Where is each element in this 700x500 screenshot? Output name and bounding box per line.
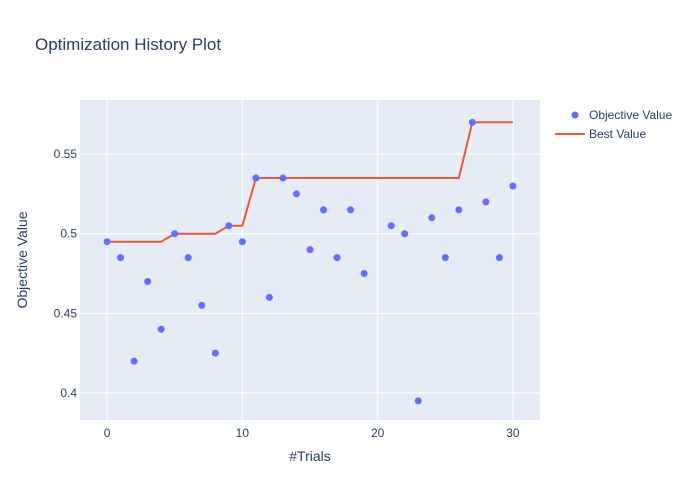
objective-value-point[interactable]	[171, 230, 179, 238]
objective-value-point[interactable]	[117, 254, 125, 262]
objective-value-point[interactable]	[211, 349, 219, 357]
y-tick-label: 0.5	[60, 227, 77, 241]
y-tick-labels: 0.4 0.45 0.5 0.55	[54, 147, 78, 400]
objective-value-point[interactable]	[495, 254, 503, 262]
y-tick-label: 0.55	[54, 147, 78, 161]
x-tick-label: 20	[371, 426, 385, 440]
objective-value-point[interactable]	[482, 198, 490, 206]
x-tick-label: 10	[236, 426, 250, 440]
objective-value-point[interactable]	[468, 118, 476, 126]
objective-value-point[interactable]	[225, 222, 233, 230]
x-tick-label: 30	[506, 426, 520, 440]
objective-value-point[interactable]	[441, 254, 449, 262]
objective-value-point[interactable]	[292, 190, 300, 198]
objective-value-point[interactable]	[198, 301, 206, 309]
legend-label-objective-value: Objective Value	[589, 108, 672, 122]
objective-value-point[interactable]	[279, 174, 287, 182]
y-tick-label: 0.45	[54, 306, 78, 320]
objective-value-point[interactable]	[387, 222, 395, 230]
objective-value-point[interactable]	[414, 397, 422, 405]
objective-value-point[interactable]	[157, 325, 165, 333]
objective-value-series	[103, 118, 517, 405]
objective-value-point[interactable]	[252, 174, 260, 182]
objective-value-point[interactable]	[333, 254, 341, 262]
grid-lines	[80, 100, 540, 420]
objective-value-point[interactable]	[238, 238, 246, 246]
legend-item-objective-value[interactable]: Objective Value	[571, 108, 673, 122]
objective-value-point[interactable]	[184, 254, 192, 262]
objective-value-point[interactable]	[320, 206, 328, 214]
x-axis-title: #Trials	[289, 448, 331, 464]
chart-title: Optimization History Plot	[35, 35, 221, 54]
objective-value-point[interactable]	[509, 182, 517, 190]
y-axis-title: Objective Value	[14, 211, 30, 308]
legend-item-best-value[interactable]: Best Value	[555, 127, 646, 141]
legend-label-best-value: Best Value	[589, 127, 646, 141]
plot-area	[80, 100, 540, 420]
objective-value-point[interactable]	[144, 277, 152, 285]
objective-value-point[interactable]	[265, 293, 273, 301]
objective-value-point[interactable]	[347, 206, 355, 214]
objective-value-point[interactable]	[130, 357, 138, 365]
objective-value-point[interactable]	[455, 206, 463, 214]
objective-value-point[interactable]	[428, 214, 436, 222]
y-tick-label: 0.4	[60, 386, 77, 400]
legend[interactable]: Objective Value Best Value	[555, 108, 672, 141]
objective-value-point[interactable]	[103, 238, 111, 246]
objective-value-point[interactable]	[360, 270, 368, 278]
x-tick-labels: 0 10 20 30	[104, 426, 520, 440]
legend-marker-icon	[571, 111, 579, 119]
objective-value-point[interactable]	[306, 246, 314, 254]
objective-value-point[interactable]	[401, 230, 409, 238]
x-tick-label: 0	[104, 426, 111, 440]
